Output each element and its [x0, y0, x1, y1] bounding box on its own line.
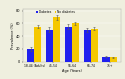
- Bar: [65, 27, 72, 62]
- Bar: [46, 30, 53, 62]
- Bar: [72, 23, 79, 62]
- Legend: Diabetes, No diabetes: Diabetes, No diabetes: [36, 10, 76, 15]
- X-axis label: Age (Years): Age (Years): [62, 69, 82, 73]
- Bar: [91, 29, 98, 62]
- Bar: [102, 57, 110, 62]
- Y-axis label: Prevalence (%): Prevalence (%): [10, 22, 14, 49]
- Bar: [34, 27, 41, 62]
- Bar: [84, 30, 91, 62]
- Bar: [53, 17, 60, 62]
- Bar: [27, 49, 34, 62]
- Bar: [110, 57, 117, 62]
